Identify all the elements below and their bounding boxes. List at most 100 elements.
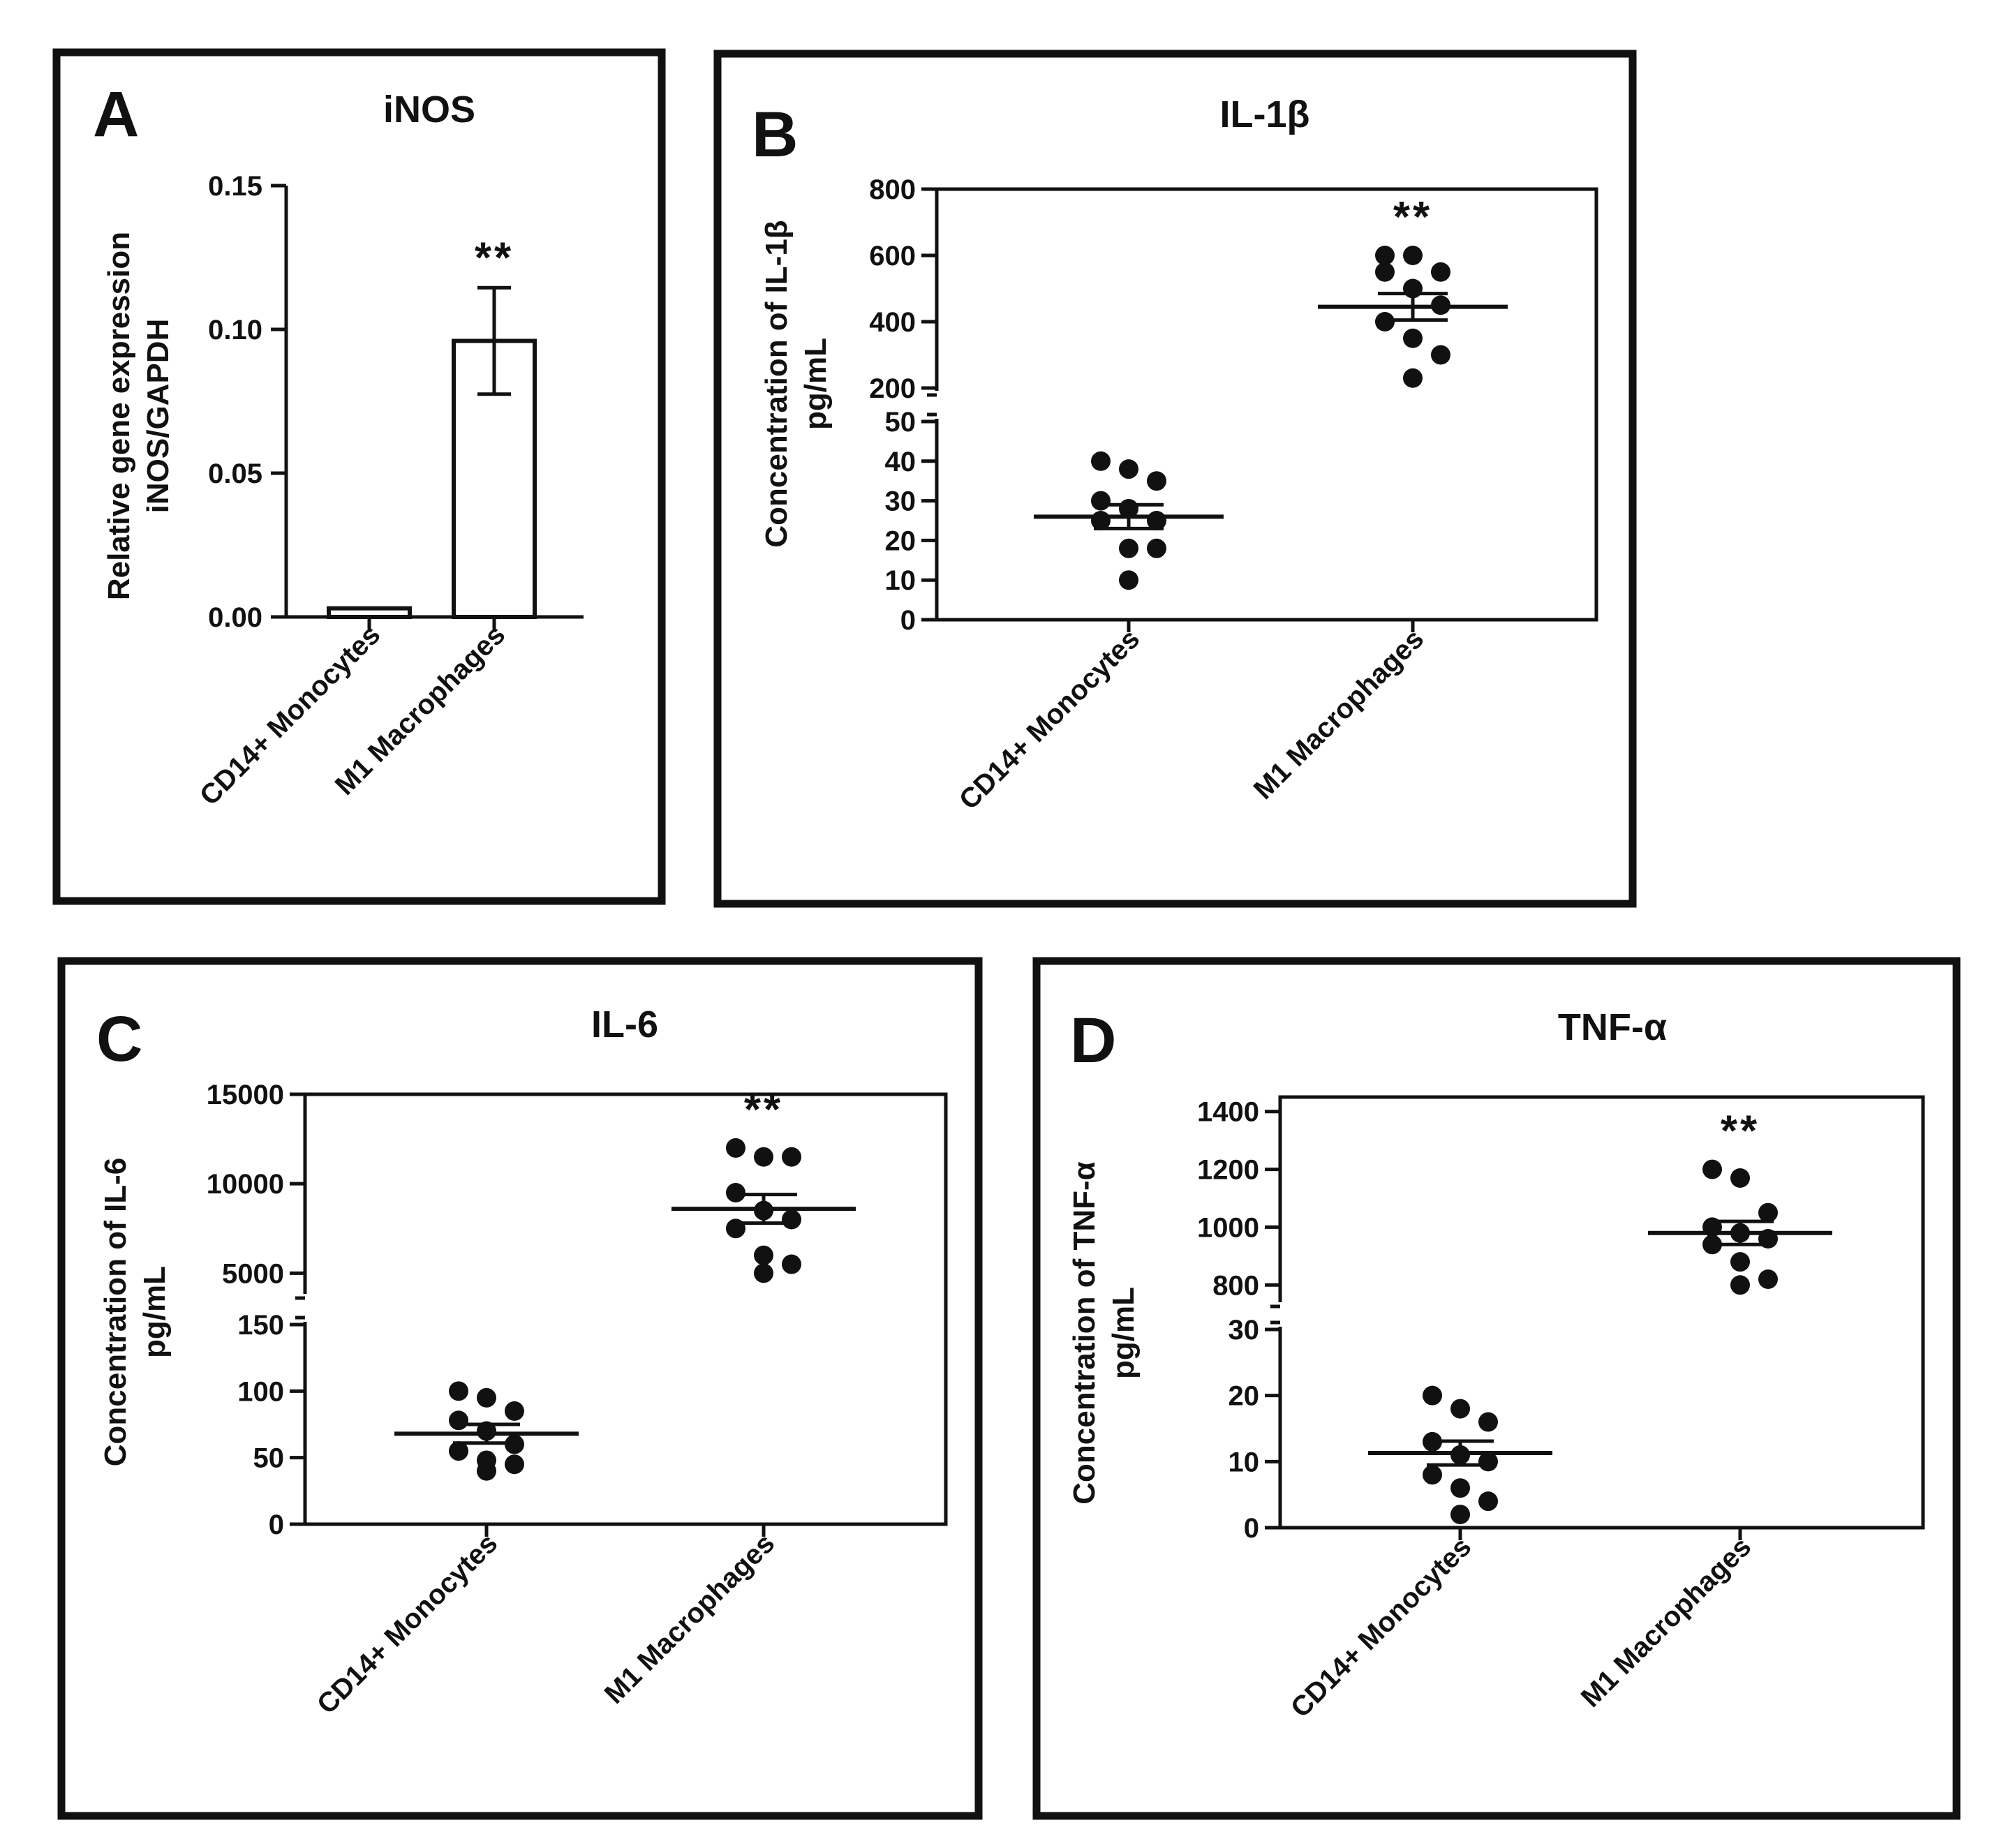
data-point <box>1730 1252 1750 1272</box>
data-point <box>477 1387 496 1408</box>
panel-c-title: IL-6 <box>591 1004 658 1045</box>
panel-d-x-labels: CD14+ Monocytes M1 Macrophages <box>1285 1528 1758 1724</box>
y-tick-label: 5000 <box>222 1258 284 1289</box>
y-tick-label: 150 <box>237 1310 284 1341</box>
panel-d-ylabel: Concentration of TNF-α pg/mL <box>1067 1161 1141 1504</box>
data-point <box>1375 246 1395 265</box>
panel-d-title: TNF-α <box>1558 1006 1667 1048</box>
x-tick-label: M1 Macrophages <box>1575 1531 1758 1713</box>
panel-c-y-ticks: 0 50 100 150 5000 10000 15000 <box>207 1080 308 1540</box>
y-tick-label: 0 <box>900 605 916 636</box>
y-tick-label: 1400 <box>1197 1097 1259 1128</box>
panel-d-letter: D <box>1070 1005 1116 1076</box>
y-tick-label: 30 <box>1229 1315 1260 1346</box>
data-point <box>1147 471 1166 491</box>
y-tick-label: 40 <box>885 447 916 477</box>
y-tick-label: 20 <box>885 526 916 556</box>
panel-b-frame <box>713 50 1637 908</box>
panel-c-letter: C <box>96 1004 142 1075</box>
x-tick-label: CD14+ Monocytes <box>1285 1531 1478 1724</box>
data-point <box>1431 345 1450 365</box>
y-tick-label: 600 <box>869 241 916 271</box>
panel-c-ylabel-line-2: pg/mL <box>138 1266 172 1358</box>
panel-b-x-labels: CD14+ Monocytes M1 Macrophages <box>953 620 1430 816</box>
data-point <box>1730 1168 1750 1188</box>
panel-b-ylabel: Concentration of IL-1β pg/mL <box>759 220 833 547</box>
data-point <box>1423 1385 1442 1406</box>
data-point <box>449 1441 468 1461</box>
panel-a-letter: A <box>93 79 139 150</box>
panel-d: D TNF-α Concentration of TNF-α pg/mL 0 10… <box>1067 1005 1925 1724</box>
data-point <box>1403 246 1423 265</box>
axis-break-gap <box>302 1294 308 1322</box>
data-point <box>1119 538 1138 558</box>
panel-d-marks: ** <box>1368 1108 1832 1525</box>
panel-c-x-labels: CD14+ Monocytes M1 Macrophages <box>311 1524 780 1720</box>
panel-b: B IL-1β Concentration of IL-1β pg/mL 0 10… <box>752 94 1598 816</box>
panel-a-ylabel-line-2: iNOS/GAPDH <box>141 319 175 514</box>
panel-a-title: iNOS <box>383 89 475 131</box>
data-point <box>726 1138 745 1158</box>
data-point <box>505 1454 524 1475</box>
panel-d-y-ticks: 0 10 20 30 800 1000 1200 1400 <box>1197 1097 1283 1544</box>
data-point <box>1091 491 1111 511</box>
bar <box>327 606 412 620</box>
data-point <box>1403 368 1423 388</box>
data-point <box>1450 1505 1470 1525</box>
data-point <box>505 1401 524 1421</box>
panel-c-ylabel-line-1: Concentration of IL-6 <box>98 1158 133 1466</box>
y-tick-label: 1200 <box>1197 1155 1259 1186</box>
panel-a-y-ticks: 0.00 0.05 0.10 0.15 <box>208 171 286 633</box>
data-point <box>1147 538 1166 558</box>
panel-b-letter: B <box>752 99 798 170</box>
data-point <box>1375 262 1395 282</box>
panel-b-ylabel-line-2: pg/mL <box>799 338 833 430</box>
data-point <box>1478 1491 1498 1512</box>
y-tick-label: 0 <box>269 1510 284 1540</box>
significance-marker: ** <box>744 1086 783 1134</box>
data-point <box>754 1147 773 1167</box>
panel-b-ylabel-line-1: Concentration of IL-1β <box>759 220 794 547</box>
y-tick-label: 800 <box>1212 1270 1259 1301</box>
panel-a: A iNOS Relative gene expression iNOS/GAP… <box>93 79 584 812</box>
panel-d-frame <box>1032 957 1961 1820</box>
panel-b-marks: ** <box>1034 193 1508 590</box>
panel-c: C IL-6 Concentration of IL-6 pg/mL 0 50 10… <box>96 1004 948 1720</box>
data-point <box>782 1147 801 1167</box>
data-point <box>1730 1275 1750 1295</box>
data-point <box>1450 1478 1470 1498</box>
y-tick-label: 1000 <box>1197 1212 1259 1243</box>
data-point <box>782 1254 801 1274</box>
data-point <box>1450 1399 1470 1419</box>
y-tick-label: 200 <box>869 373 916 404</box>
y-tick-label: 10000 <box>207 1169 284 1200</box>
panel-a-ylabel: Relative gene expression iNOS/GAPDH <box>102 232 175 600</box>
data-point <box>1091 451 1111 471</box>
panel-d-ylabel-line-2: pg/mL <box>1106 1287 1141 1379</box>
panel-d-plot-box <box>1278 1095 1925 1530</box>
data-point <box>1702 1159 1722 1179</box>
data-point <box>726 1183 745 1202</box>
y-tick-label: 100 <box>237 1376 284 1407</box>
x-tick-label: CD14+ Monocytes <box>953 623 1146 816</box>
panel-a-marks: ** <box>327 234 537 620</box>
panel-a-frame <box>52 48 666 905</box>
y-tick-label: 0.15 <box>208 171 262 202</box>
y-tick-label: 15000 <box>207 1080 284 1110</box>
data-point <box>1403 328 1423 348</box>
panel-c-plot-box <box>303 1092 948 1526</box>
y-tick-label: 50 <box>253 1443 285 1474</box>
data-point <box>1431 262 1450 282</box>
x-tick-label: CD14+ Monocytes <box>311 1528 504 1720</box>
data-point <box>477 1461 496 1481</box>
data-point <box>1119 459 1138 479</box>
y-tick-label: 0 <box>1244 1513 1259 1544</box>
y-tick-label: 10 <box>885 565 916 596</box>
panel-d-ylabel-line-1: Concentration of TNF-α <box>1067 1161 1101 1504</box>
data-point <box>1119 570 1138 590</box>
data-point <box>449 1410 468 1431</box>
y-tick-label: 0.00 <box>208 602 262 633</box>
significance-marker: ** <box>1721 1108 1760 1156</box>
y-tick-label: 50 <box>885 407 916 438</box>
